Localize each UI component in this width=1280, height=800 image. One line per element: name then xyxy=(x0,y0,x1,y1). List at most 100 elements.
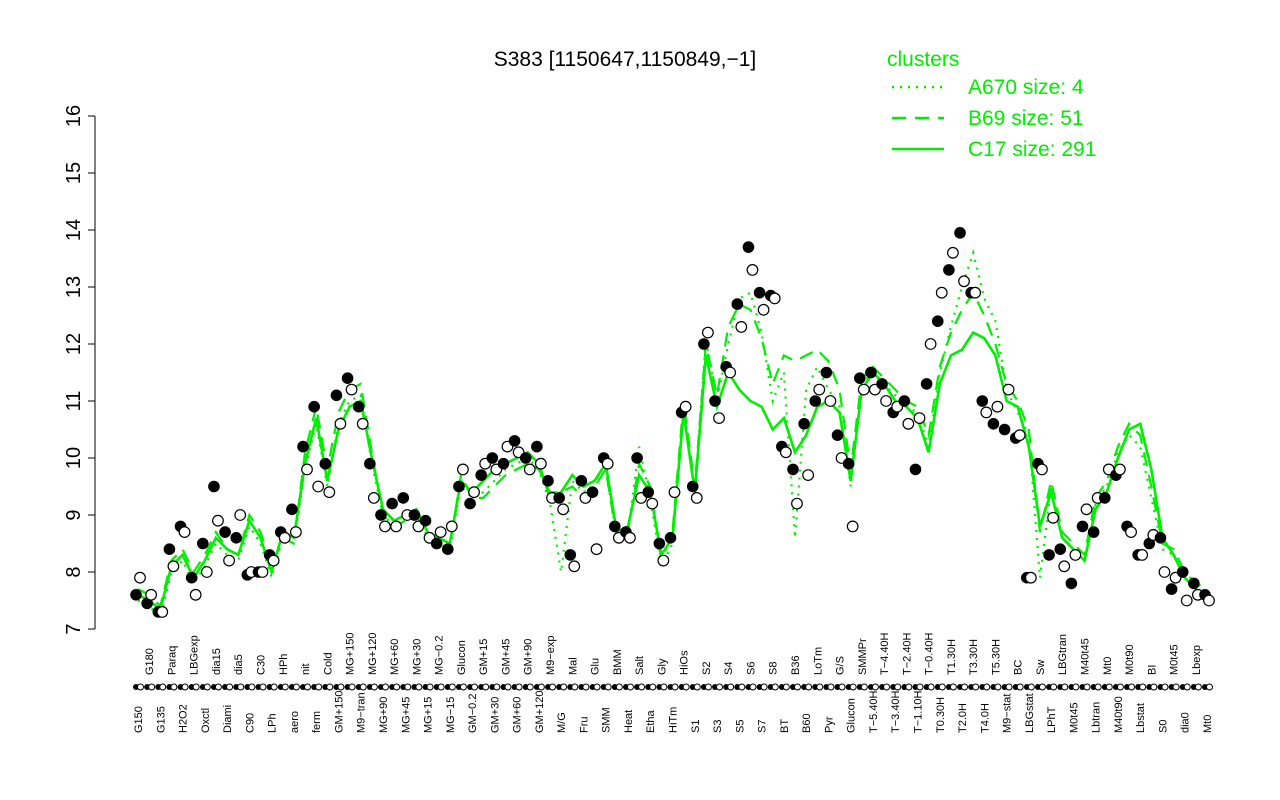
x-marker-open xyxy=(782,683,790,691)
x-tick-label: MG−15 xyxy=(445,697,457,733)
x-marker-open xyxy=(203,683,211,691)
y-tick-label: 14 xyxy=(63,219,85,241)
x-marker-open xyxy=(927,683,935,691)
data-point-filled xyxy=(197,537,209,550)
data-point-filled xyxy=(163,543,176,556)
x-marker-open xyxy=(716,683,724,691)
data-point-open xyxy=(601,457,614,470)
data-point-open xyxy=(223,554,235,567)
x-tick-label: S5 xyxy=(734,720,746,733)
x-tick-label: S8 xyxy=(768,662,780,675)
x-tick-label: S2 xyxy=(701,662,713,675)
x-tick-label: Diami xyxy=(222,705,234,733)
data-point-filled xyxy=(709,395,721,407)
data-point-open xyxy=(735,321,748,333)
x-marker-open xyxy=(1139,683,1147,691)
x-tick-label: Fru xyxy=(578,717,590,734)
data-point-filled xyxy=(753,286,766,299)
y-tick-label: 15 xyxy=(63,162,85,184)
data-point-filled xyxy=(441,543,454,556)
data-points xyxy=(130,227,1215,618)
data-point-filled xyxy=(185,571,198,584)
data-point-filled xyxy=(976,395,989,407)
data-point-filled xyxy=(430,537,443,550)
data-point-open xyxy=(902,417,915,430)
data-point-open xyxy=(267,554,280,567)
data-point-open xyxy=(668,486,681,499)
y-axis-ticks: 7 8 9 10 11 12 13 14 15 16 xyxy=(63,105,95,635)
x-marker-open xyxy=(749,683,757,691)
data-point-filled xyxy=(542,475,554,487)
data-point-filled xyxy=(943,264,955,276)
x-tick-label: G135 xyxy=(155,706,167,733)
x-marker-open xyxy=(649,683,657,691)
x-marker-open xyxy=(426,683,434,691)
data-point-open xyxy=(134,571,146,584)
data-point-filled xyxy=(1087,526,1100,538)
x-marker-open xyxy=(704,683,712,691)
x-marker-open xyxy=(1161,683,1169,691)
x-marker-open xyxy=(237,683,245,691)
x-tick-label: BMM xyxy=(612,649,624,675)
data-point-open xyxy=(434,526,447,538)
x-marker-open xyxy=(1016,683,1024,691)
x-marker-open xyxy=(1072,683,1080,691)
x-marker-open xyxy=(793,683,801,691)
x-tick-label: T−3.40H xyxy=(890,690,902,733)
x-tick-label: BI xyxy=(1146,665,1158,675)
x-tick-label: LBGexp xyxy=(189,635,201,675)
data-point-open xyxy=(1069,549,1082,561)
x-marker-open xyxy=(526,683,534,691)
x-marker-open xyxy=(1105,683,1113,691)
x-tick-label: H2O2 xyxy=(178,704,190,733)
x-marker-open xyxy=(1005,683,1013,691)
x-tick-label: Cold xyxy=(322,652,334,675)
data-point-filled xyxy=(553,492,565,504)
y-tick-label: 8 xyxy=(63,566,85,577)
x-tick-label: LBGtran xyxy=(1057,634,1069,675)
x-tick-label: B36 xyxy=(790,655,802,675)
data-point-open xyxy=(1002,383,1015,396)
legend-label: C17 size: 291 xyxy=(968,138,1096,161)
x-tick-label: ferm xyxy=(311,711,323,733)
legend-label: B69 size: 51 xyxy=(968,107,1084,130)
x-marker-open xyxy=(626,683,634,691)
x-marker-open xyxy=(337,683,345,691)
x-tick-label: Mt0 xyxy=(1202,715,1214,733)
data-point-open xyxy=(690,492,703,504)
x-tick-label: GM+45 xyxy=(501,639,513,675)
y-tick-label: 13 xyxy=(63,276,85,298)
data-point-filled xyxy=(364,457,376,470)
x-marker-open xyxy=(938,683,946,691)
data-point-open xyxy=(935,286,948,299)
data-point-open xyxy=(1024,571,1037,584)
x-tick-label: M0t90 xyxy=(1124,644,1136,675)
data-point-open xyxy=(713,412,725,425)
y-tick-label: 16 xyxy=(63,105,85,127)
x-marker-open xyxy=(326,683,334,691)
legend-label: A670 size: 4 xyxy=(968,76,1084,99)
x-tick-label: T−1.10H xyxy=(913,690,925,733)
data-point-open xyxy=(813,383,826,396)
x-marker-open xyxy=(404,683,412,691)
x-marker-open xyxy=(827,683,835,691)
data-point-open xyxy=(846,520,859,533)
data-point-open xyxy=(289,526,302,538)
x-marker-open xyxy=(560,683,568,691)
data-point-filled xyxy=(319,457,332,470)
x-marker-open xyxy=(192,683,200,691)
x-tick-label: MG+45 xyxy=(400,697,412,733)
data-point-open xyxy=(857,383,870,396)
data-point-filled xyxy=(464,497,476,510)
x-tick-label: HiOs xyxy=(679,650,691,675)
data-point-filled xyxy=(1188,577,1200,590)
x-tick-label: BC xyxy=(1013,660,1025,675)
data-point-filled xyxy=(1098,492,1111,504)
x-marker-open xyxy=(805,683,813,691)
x-marker-open xyxy=(727,683,735,691)
data-point-open xyxy=(212,514,224,527)
x-marker-open xyxy=(1116,683,1124,691)
x-axis-markers xyxy=(133,683,1213,691)
x-tick-label: S0 xyxy=(1158,720,1170,733)
data-point-filled xyxy=(798,418,810,430)
